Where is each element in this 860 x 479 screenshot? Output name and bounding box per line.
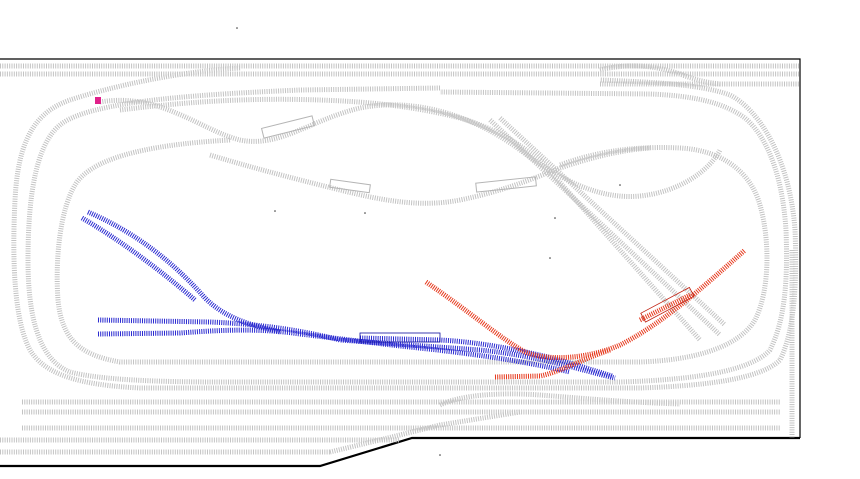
blue-siding-2 bbox=[97, 327, 571, 375]
platform-center bbox=[329, 178, 371, 194]
platform-left bbox=[260, 115, 316, 139]
top-straight-tracks bbox=[0, 63, 800, 87]
blue-diagonal-1 bbox=[87, 209, 281, 335]
upper-curve bbox=[119, 96, 542, 163]
straight-sidings bbox=[0, 391, 780, 455]
blue-siding-3 bbox=[359, 335, 613, 379]
diagonal-spur bbox=[488, 116, 727, 342]
red-track bbox=[424, 248, 747, 380]
outer-loop bbox=[11, 65, 799, 391]
blue-siding-1 bbox=[97, 317, 616, 381]
red-curve-1 bbox=[424, 248, 747, 361]
figure-eight-lower bbox=[209, 145, 651, 206]
second-loop bbox=[25, 85, 790, 385]
reference-dots bbox=[236, 27, 621, 456]
existing-track bbox=[0, 63, 800, 455]
blue-track bbox=[80, 209, 616, 381]
figure-eight bbox=[99, 98, 723, 200]
blue-platform bbox=[359, 332, 441, 343]
red-platform bbox=[640, 286, 695, 323]
track-marker bbox=[95, 97, 101, 104]
blue-diagonal-2 bbox=[80, 215, 197, 302]
baseboard-outline bbox=[0, 58, 801, 468]
platform-right bbox=[475, 176, 537, 193]
inner-loop bbox=[54, 137, 770, 365]
red-spur bbox=[638, 292, 692, 323]
